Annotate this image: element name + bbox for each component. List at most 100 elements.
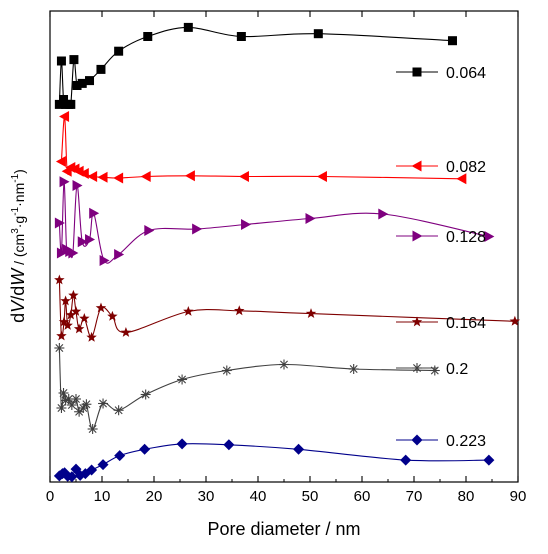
- data-point-0.164-17: [509, 315, 521, 326]
- y-title-units-open: / (cm: [11, 234, 27, 269]
- y-title-sup-3: 3: [10, 228, 21, 234]
- data-point-0.064-0: [54, 99, 64, 109]
- data-point-0.223-16: [483, 454, 495, 466]
- y-title-d: d: [8, 313, 28, 323]
- data-point-0.128-10: [99, 255, 110, 266]
- data-point-0.2-0: [54, 343, 65, 353]
- data-point-0.164-11: [95, 302, 107, 313]
- data-point-0.164-8: [73, 323, 85, 334]
- series-0.082: [55, 111, 467, 185]
- data-point-0.082-8: [97, 171, 108, 183]
- series-line-0.064: [58, 26, 453, 109]
- data-point-0.2-17: [348, 364, 359, 374]
- series-line-0.128: [58, 181, 490, 264]
- data-point-0.064-14: [236, 32, 246, 41]
- data-point-0.128-9: [89, 207, 100, 219]
- data-point-0.2-13: [140, 389, 151, 400]
- data-point-0.082-9: [113, 172, 124, 184]
- legend-entry-0.164: 0.164: [396, 315, 486, 332]
- data-point-0.223-10: [114, 450, 126, 462]
- data-point-0.164-15: [234, 305, 245, 316]
- data-point-0.082-10: [140, 171, 151, 182]
- data-point-0.223-12: [176, 438, 188, 450]
- legend-entry-0.128: 0.128: [396, 229, 486, 246]
- data-point-0.064-1: [56, 56, 66, 66]
- data-point-0.128-2: [59, 176, 70, 188]
- x-tick-label-40: 40: [250, 488, 267, 505]
- data-point-0.2-9: [81, 399, 92, 410]
- data-point-0.164-7: [70, 306, 82, 316]
- data-point-0.082-0: [55, 156, 66, 167]
- y-title-slash-d: /d: [8, 286, 28, 301]
- legend-entry-0.064: 0.064: [396, 65, 486, 82]
- data-point-0.064-8: [77, 78, 87, 88]
- data-point-0.164-16: [305, 308, 317, 318]
- data-point-0.064-13: [183, 22, 193, 32]
- data-point-0.223-15: [400, 454, 412, 466]
- data-point-0.128-14: [241, 219, 252, 230]
- y-title-w: W: [8, 267, 28, 286]
- data-point-0.223-4: [66, 471, 78, 483]
- data-point-0.082-6: [78, 168, 89, 179]
- data-point-0.164-4: [62, 320, 73, 330]
- data-point-0.2-12: [113, 405, 124, 416]
- y-title-sup-minus1b: -1: [10, 173, 21, 182]
- x-tick-label-20: 20: [146, 488, 163, 505]
- data-point-0.164-14: [183, 306, 194, 316]
- data-point-0.2-18: [429, 365, 440, 376]
- data-point-0.082-1: [59, 111, 70, 122]
- legend: 0.064 0.082 0.128 0.164 0.2 0.223: [396, 65, 486, 450]
- x-axis: 0 10 20 30 40 50 60 70 80 90: [46, 11, 526, 505]
- data-point-0.2-2: [58, 388, 69, 398]
- data-point-0.064-9: [85, 76, 95, 86]
- data-point-0.223-14: [293, 443, 305, 455]
- data-point-0.128-16: [378, 208, 389, 220]
- legend-label-0.2: 0.2: [446, 361, 468, 378]
- data-point-0.082-11: [184, 170, 195, 182]
- x-axis-title: Pore diameter / nm: [207, 519, 360, 539]
- data-point-0.2-10: [87, 424, 98, 434]
- x-tick-label-50: 50: [302, 488, 319, 505]
- data-point-0.164-10: [86, 331, 97, 342]
- y-title-units-g: ·g: [11, 216, 27, 228]
- data-point-0.2-15: [221, 365, 232, 376]
- legend-marker-0.082: [411, 160, 422, 172]
- data-point-0.128-17: [484, 231, 495, 242]
- data-point-0.082-14: [456, 173, 467, 185]
- series-0.128: [54, 176, 495, 266]
- data-point-0.164-1: [56, 330, 67, 341]
- y-title-units-close: ): [11, 169, 27, 174]
- data-point-0.064-16: [447, 36, 457, 46]
- data-point-0.164-5: [65, 309, 76, 320]
- data-point-0.164-6: [68, 289, 79, 300]
- data-point-0.128-5: [68, 247, 79, 259]
- series-0.064: [54, 22, 457, 109]
- y-axis-title: dV/dW / (cm3·g-1·nm-1): [8, 169, 28, 323]
- y-title-units-nm: ·nm: [11, 183, 27, 207]
- x-tick-label-0: 0: [46, 488, 54, 505]
- data-point-0.164-3: [60, 295, 71, 306]
- data-point-0.064-10: [96, 64, 106, 74]
- x-tick-label-30: 30: [198, 488, 215, 505]
- data-point-0.164-13: [120, 327, 132, 337]
- legend-entry-0.082: 0.082: [396, 159, 486, 176]
- x-tick-label-70: 70: [406, 488, 423, 505]
- data-point-0.164-9: [79, 313, 90, 323]
- y-title-sup-minus1a: -1: [10, 206, 21, 215]
- series-0.164: [54, 274, 521, 342]
- x-tick-label-10: 10: [94, 488, 111, 505]
- legend-label-0.164: 0.164: [446, 315, 486, 332]
- data-point-0.164-12: [107, 310, 118, 321]
- series-0.2: [54, 343, 440, 434]
- data-point-0.164-2: [58, 316, 70, 327]
- data-point-0.164-0: [54, 274, 65, 285]
- data-point-0.064-15: [313, 29, 323, 39]
- legend-marker-0.223: [411, 434, 423, 446]
- data-point-0.2-14: [177, 374, 188, 385]
- legend-marker-0.128: [412, 230, 423, 242]
- data-point-0.223-13: [223, 439, 235, 451]
- data-point-0.082-13: [316, 171, 327, 182]
- legend-marker-0.164: [411, 316, 423, 327]
- legend-label-0.082: 0.082: [446, 159, 486, 176]
- data-point-0.128-11: [114, 249, 125, 260]
